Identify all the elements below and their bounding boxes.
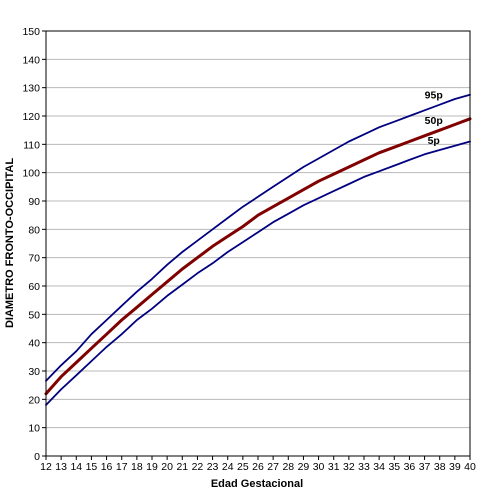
y-tick-label: 50	[28, 309, 40, 321]
y-tick-label: 140	[22, 54, 40, 66]
axes	[45, 30, 471, 457]
grid	[46, 30, 470, 429]
x-tick-label: 31	[328, 461, 340, 473]
x-tick-label: 36	[404, 461, 416, 473]
x-tick-label: 37	[419, 461, 431, 473]
y-tick-label: 0	[34, 451, 40, 463]
x-tick-label: 18	[131, 461, 143, 473]
series-layer	[44, 93, 472, 406]
x-tick-label: 27	[267, 461, 279, 473]
y-tick-label: 120	[22, 111, 40, 123]
series-label-50p: 50p	[425, 115, 443, 127]
series-label-95p: 95p	[425, 90, 443, 102]
y-tick-label: 150	[22, 26, 40, 38]
y-tick-label: 40	[28, 338, 40, 350]
x-axis-title: Edad Gestacional	[211, 478, 303, 490]
y-axis-ticks: 0 10 20 30 40 50 60 70 80 90 100 110 120 130 140 150	[22, 26, 46, 463]
x-tick-label: 33	[358, 461, 370, 473]
x-tick-label: 38	[434, 461, 446, 473]
x-tick-label: 35	[388, 461, 400, 473]
x-tick-label: 20	[161, 461, 173, 473]
x-tick-label: 23	[207, 461, 219, 473]
x-tick-label: 29	[298, 461, 310, 473]
x-tick-label: 15	[86, 461, 98, 473]
y-tick-label: 30	[28, 366, 40, 378]
x-tick-label: 13	[55, 461, 67, 473]
y-tick-label: 110	[23, 139, 40, 151]
x-tick-label: 25	[237, 461, 249, 473]
x-tick-label: 16	[101, 461, 113, 473]
x-tick-label: 14	[70, 461, 82, 473]
y-axis-title: DIAMETRO FRONTO-OCCIPITAL	[4, 158, 16, 328]
x-tick-label: 26	[252, 461, 264, 473]
y-tick-label: 10	[28, 423, 40, 435]
y-tick-label: 60	[28, 281, 40, 293]
y-tick-label: 70	[28, 253, 40, 265]
x-axis-ticks: 12 13 14 15 16 17 18 19 20 21 22 23 24 25 26 27 28 29 30 31…	[40, 456, 476, 473]
y-tick-label: 20	[28, 394, 40, 406]
x-tick-label: 24	[222, 461, 234, 473]
x-tick-label: 34	[373, 461, 385, 473]
x-tick-label: 32	[343, 461, 355, 473]
y-tick-label: 130	[22, 83, 40, 95]
x-tick-label: 12	[40, 461, 52, 473]
x-tick-label: 22	[192, 461, 204, 473]
y-tick-label: 100	[22, 168, 40, 180]
plot-frame	[45, 30, 471, 457]
x-tick-label: 17	[116, 461, 128, 473]
x-tick-label: 19	[146, 461, 158, 473]
series-label-5p: 5p	[428, 135, 440, 147]
x-tick-label: 21	[176, 461, 188, 473]
x-tick-label: 28	[282, 461, 294, 473]
series-line-95p	[45, 93, 471, 382]
x-tick-label: 40	[464, 461, 476, 473]
y-tick-label: 80	[28, 224, 40, 236]
x-tick-label: 30	[313, 461, 325, 473]
series-line-50p	[44, 117, 472, 396]
series-labels: 95p 50p 5p	[425, 90, 443, 147]
x-tick-label: 39	[449, 461, 461, 473]
y-tick-label: 90	[28, 196, 40, 208]
series-line-5p	[45, 140, 471, 406]
